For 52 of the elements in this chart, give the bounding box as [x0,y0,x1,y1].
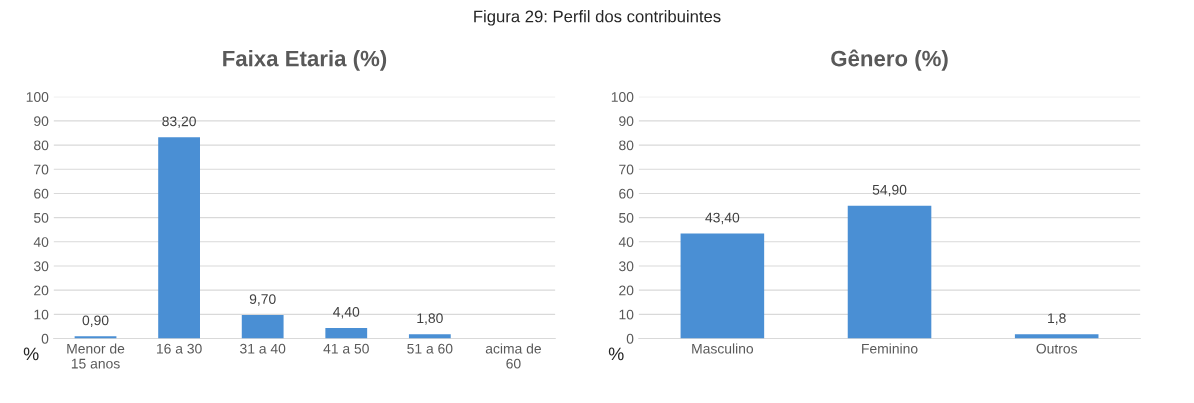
x-tick-label: Feminino [862,343,918,354]
y-tick-label: 60 [34,188,49,199]
y-tick-label: 50 [619,212,634,223]
y-tick-label: 100 [611,92,634,102]
data-label: 9,70 [249,294,276,306]
y-tick-label: 0 [41,333,49,344]
bar [847,205,932,339]
y-tick-label: 70 [34,164,49,175]
y-tick-label: 60 [619,188,634,199]
y-axis-title: % [23,347,39,361]
y-tick-label: 90 [619,116,634,127]
y-tick-label: 30 [33,261,49,272]
y-tick-label: 0 [626,333,634,344]
y-tick-label: 80 [34,140,49,151]
x-tick-label: 31 a 40 [240,343,286,354]
y-tick-label: 40 [33,237,49,247]
y-axis-title: % [608,347,624,361]
bar [680,233,765,339]
y-tick-label: 30 [619,261,634,272]
bar [241,315,284,339]
chart-title: Faixa Etaria (%) [223,50,387,71]
x-tick-label: 16 a 30 [156,343,202,354]
y-tick-label: 90 [34,116,49,127]
x-tick-label: 41 a 50 [323,343,369,354]
y-tick-label: 10 [34,309,49,320]
bar [1014,334,1099,339]
text: Figura 29: Perfil dos contribuintes [474,10,721,26]
bar [325,327,368,339]
x-tick-label: 51 a 60 [407,343,453,354]
bar [158,137,200,339]
data-label: 1,80 [417,313,443,325]
y-tick-label: 20 [619,285,634,296]
y-tick-label: 70 [619,164,634,175]
data-label: 4,40 [333,306,360,319]
data-label: 0,90 [82,315,109,327]
y-tick-label: 20 [34,285,49,296]
bar [74,336,117,339]
x-tick-label: acima de 60 [485,343,541,369]
data-label: 54,90 [872,184,907,197]
x-tick-label: Masculino [692,343,754,354]
y-tick-label: 10 [619,309,634,320]
data-label: 83,20 [162,116,196,128]
chart-title: Gênero (%) [831,49,948,71]
y-tick-label: 80 [619,140,634,151]
x-tick-label: Menor de 15 anos [67,343,125,369]
y-tick-label: 40 [618,237,634,247]
bar [408,334,451,339]
x-tick-label: Outros [1036,343,1078,354]
data-label: 1,8 [1048,313,1066,325]
data-label: 43,40 [705,212,740,225]
y-tick-label: 50 [33,212,49,223]
y-tick-label: 100 [26,92,49,102]
